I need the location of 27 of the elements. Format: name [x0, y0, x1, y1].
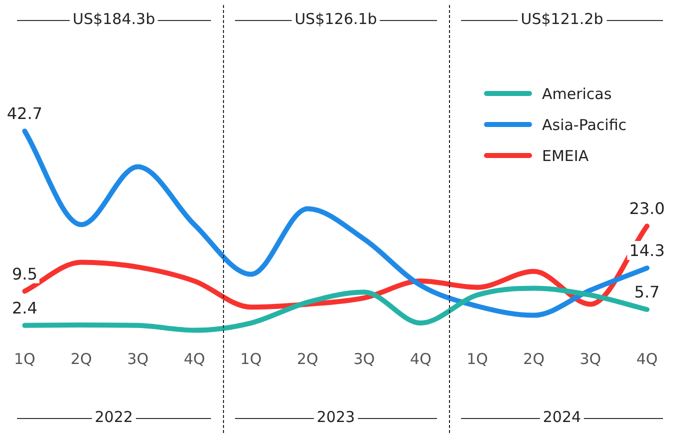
x-tick-label: 4Q — [184, 350, 206, 368]
data-label: 5.7 — [634, 282, 660, 302]
x-tick-label: 1Q — [14, 350, 36, 368]
x-tick-label: 3Q — [353, 350, 375, 368]
data-label: 9.5 — [12, 264, 38, 284]
legend-label: EMEIA — [542, 146, 589, 164]
x-tick-label: 3Q — [580, 350, 602, 368]
text: 2024 — [540, 408, 584, 426]
text: US$121.2b — [518, 10, 606, 28]
text: US$184.3b — [70, 10, 158, 28]
data-label: 14.3 — [629, 241, 665, 260]
x-tick-label: 2Q — [296, 350, 318, 368]
text: 2023 — [314, 408, 358, 426]
data-label: 2.4 — [12, 298, 38, 318]
legend-label: Asia-Pacific — [542, 116, 627, 134]
x-tick-label: 2Q — [70, 350, 92, 368]
data-label: 23.0 — [629, 199, 665, 218]
x-tick-label: 4Q — [636, 350, 658, 368]
legend-label: Americas — [542, 84, 612, 102]
text: US$126.1b — [292, 10, 380, 28]
text: 2022 — [92, 408, 136, 426]
x-tick-label: 1Q — [466, 350, 488, 368]
x-tick-label: 2Q — [523, 350, 545, 368]
data-label: 42.7 — [6, 104, 42, 124]
x-tick-label: 3Q — [127, 350, 149, 368]
x-tick-label: 4Q — [410, 350, 432, 368]
x-tick-label: 1Q — [240, 350, 262, 368]
